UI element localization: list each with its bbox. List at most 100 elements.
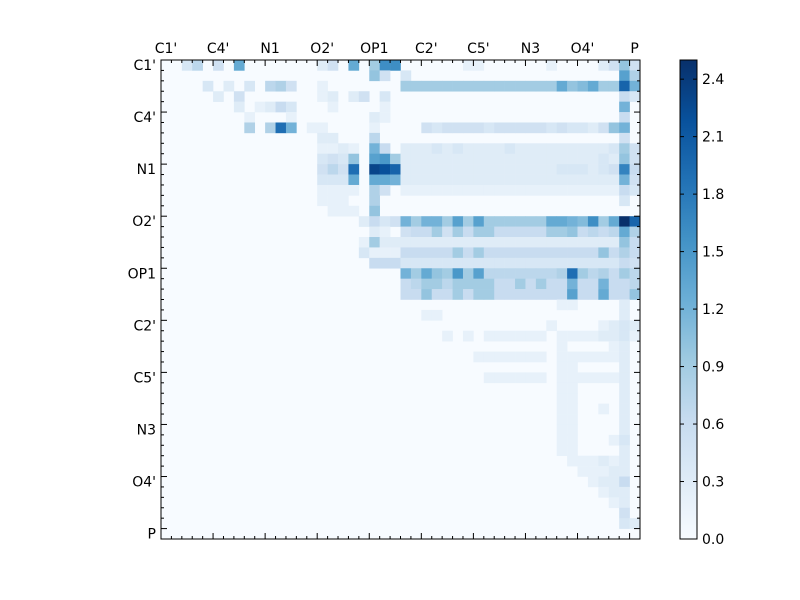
heatmap-cell bbox=[244, 122, 256, 134]
heatmap-cell bbox=[535, 184, 547, 196]
heatmap-cell bbox=[535, 330, 547, 342]
heatmap-cell bbox=[504, 143, 516, 155]
heatmap-cell bbox=[546, 143, 557, 155]
heatmap-cell bbox=[462, 257, 474, 269]
heatmap-cell bbox=[567, 445, 578, 456]
heatmap-cell bbox=[629, 226, 641, 238]
heatmap-cell bbox=[556, 299, 568, 311]
heatmap-cell bbox=[442, 216, 453, 227]
heatmap-cell bbox=[546, 122, 557, 134]
heatmap-cell bbox=[619, 164, 630, 175]
heatmap-cell bbox=[473, 289, 485, 300]
heatmap-cell bbox=[608, 164, 620, 175]
colorbar-tick-label: 1.2 bbox=[702, 302, 724, 318]
y-tick-label: C5' bbox=[133, 370, 156, 386]
heatmap-cell bbox=[546, 153, 557, 165]
heatmap-cell bbox=[452, 164, 464, 175]
heatmap-cell bbox=[567, 393, 578, 404]
heatmap-cell bbox=[619, 195, 630, 207]
heatmap-cell bbox=[619, 299, 630, 311]
heatmap-cell bbox=[598, 216, 610, 227]
heatmap-cell bbox=[515, 80, 526, 92]
heatmap-cell bbox=[410, 216, 422, 227]
heatmap-cell bbox=[556, 226, 568, 238]
heatmap-cell bbox=[556, 330, 568, 342]
heatmap-cell bbox=[587, 237, 599, 248]
heatmap-cell bbox=[494, 351, 505, 363]
heatmap-cell bbox=[483, 351, 495, 363]
colorbar-tick-label: 0.3 bbox=[702, 475, 724, 491]
heatmap-cell bbox=[619, 393, 630, 404]
heatmap-cell bbox=[577, 372, 589, 384]
heatmap-cell bbox=[619, 382, 630, 394]
heatmap-cell bbox=[535, 80, 547, 92]
heatmap-cell bbox=[462, 143, 474, 155]
heatmap-cell bbox=[567, 268, 578, 279]
heatmap-cell bbox=[567, 424, 578, 436]
heatmap-cell bbox=[525, 237, 537, 248]
heatmap-cell bbox=[598, 289, 610, 300]
heatmap-cell bbox=[317, 132, 328, 144]
heatmap-cell bbox=[233, 91, 245, 102]
heatmap-cell bbox=[379, 247, 391, 259]
heatmap-cell bbox=[244, 80, 256, 92]
heatmap-cell bbox=[504, 289, 516, 300]
heatmap-cell bbox=[619, 497, 630, 509]
heatmap-cell bbox=[515, 351, 526, 363]
heatmap-cell bbox=[619, 372, 630, 384]
heatmap-cell bbox=[587, 247, 599, 259]
heatmap-cell bbox=[421, 278, 433, 290]
heatmap-cell bbox=[358, 216, 370, 227]
heatmap-cell bbox=[494, 268, 505, 279]
heatmap-cell bbox=[452, 289, 464, 300]
heatmap-cell bbox=[556, 289, 568, 300]
heatmap-cell bbox=[525, 330, 537, 342]
heatmap-cell bbox=[285, 101, 297, 113]
y-tick-label: OP1 bbox=[128, 266, 156, 282]
heatmap-cell bbox=[379, 184, 391, 196]
heatmap-cell bbox=[535, 278, 547, 290]
heatmap-cell bbox=[358, 237, 370, 248]
heatmap-cell bbox=[400, 289, 412, 300]
heatmap-cell bbox=[358, 247, 370, 259]
y-tick-label: N3 bbox=[137, 423, 156, 439]
heatmap-cell bbox=[608, 278, 620, 290]
heatmap-cell bbox=[577, 80, 589, 92]
x-tick-label: C1' bbox=[155, 41, 178, 57]
heatmap-cell bbox=[608, 476, 620, 488]
heatmap-cell bbox=[494, 153, 505, 165]
heatmap-cell bbox=[619, 143, 630, 155]
heatmap-cell bbox=[348, 153, 360, 165]
heatmap-cell bbox=[619, 101, 630, 113]
heatmap-cell bbox=[410, 247, 422, 259]
heatmap-cell bbox=[535, 164, 547, 175]
heatmap-cell bbox=[338, 205, 349, 217]
heatmap-cell bbox=[556, 403, 568, 415]
heatmap-cell bbox=[546, 320, 557, 332]
y-tick-label: C2' bbox=[133, 318, 156, 334]
heatmap-cell bbox=[494, 164, 505, 175]
heatmap-cell bbox=[317, 174, 328, 186]
heatmap-cell bbox=[515, 237, 526, 248]
heatmap-cell bbox=[525, 268, 537, 279]
heatmap-cell bbox=[619, 403, 630, 415]
heatmap-cell bbox=[587, 164, 599, 175]
heatmap-cell bbox=[515, 372, 526, 384]
heatmap-cell bbox=[608, 486, 620, 498]
heatmap-cell bbox=[452, 268, 464, 279]
heatmap-cell bbox=[473, 80, 485, 92]
heatmap-cell bbox=[577, 216, 589, 227]
heatmap-cell bbox=[379, 91, 391, 102]
heatmap-cell bbox=[369, 237, 380, 248]
heatmap-cell bbox=[515, 226, 526, 238]
heatmap-cell bbox=[473, 174, 485, 186]
heatmap-cell bbox=[619, 414, 630, 425]
heatmap-cell bbox=[608, 237, 620, 248]
heatmap-cell bbox=[400, 257, 412, 269]
heatmap-cell bbox=[556, 143, 568, 155]
heatmap-cell bbox=[546, 80, 557, 92]
heatmap-cell bbox=[567, 122, 578, 134]
heatmap-cell bbox=[213, 91, 224, 102]
heatmap-cell bbox=[494, 330, 505, 342]
heatmap-cell bbox=[473, 247, 485, 259]
